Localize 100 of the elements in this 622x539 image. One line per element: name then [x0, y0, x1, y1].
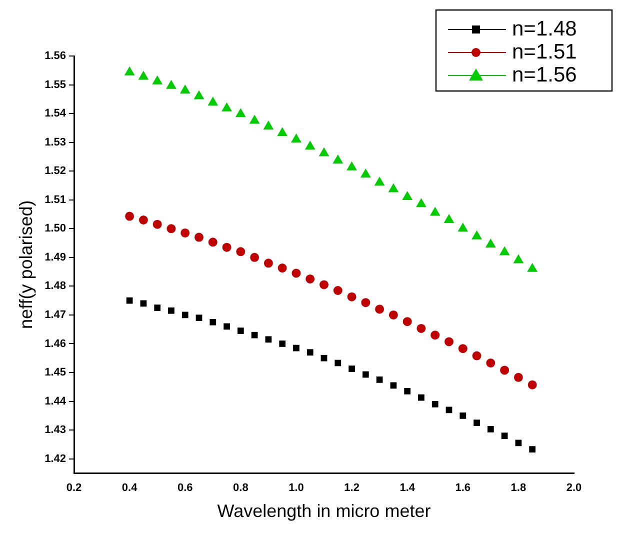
point: [458, 344, 468, 354]
y-tick-label: 1.44: [44, 395, 67, 408]
x-tick-label: 1.4: [400, 482, 416, 494]
point: [125, 212, 134, 221]
y-tick-label: 1.48: [44, 280, 66, 292]
point: [446, 406, 452, 414]
point: [348, 366, 355, 372]
x-tick-label: 1.6: [455, 482, 471, 494]
x-tick-label: 0.2: [66, 482, 82, 494]
point: [194, 232, 204, 242]
y-tick-label: 1.56: [44, 50, 66, 62]
point: [152, 75, 163, 84]
x-tick-label: 1.0: [288, 482, 304, 494]
point: [210, 318, 216, 326]
point: [279, 340, 286, 347]
point: [333, 286, 342, 295]
point: [347, 292, 356, 302]
point: [138, 70, 149, 80]
point: [529, 446, 536, 452]
point: [237, 328, 244, 334]
point: [346, 161, 357, 170]
point: [472, 351, 482, 360]
point: [236, 247, 246, 256]
point: [180, 84, 190, 94]
point: [528, 380, 537, 390]
point: [388, 183, 399, 192]
point: [486, 358, 496, 368]
y-tick-label: 1.47: [44, 308, 66, 321]
x-tick-label: 2.0: [566, 482, 582, 494]
point: [293, 344, 300, 352]
x-tick-label: 1.8: [510, 482, 526, 494]
point: [402, 317, 412, 326]
point: [306, 349, 314, 356]
point: [168, 307, 174, 314]
y-tick-label: 1.51: [44, 194, 66, 206]
point: [501, 432, 508, 439]
point: [487, 426, 494, 432]
point: [418, 394, 424, 401]
point: [320, 280, 329, 290]
point: [196, 314, 202, 322]
point: [265, 336, 272, 343]
y-axis-title: neff(y polarised): [16, 200, 36, 329]
point: [222, 102, 232, 112]
point: [249, 114, 260, 124]
point: [460, 412, 466, 419]
point: [474, 420, 480, 426]
point: [499, 246, 510, 256]
point: [444, 214, 454, 224]
x-tick-label: 0.6: [177, 482, 193, 494]
point: [362, 371, 369, 378]
point: [250, 252, 260, 262]
point: [263, 120, 274, 130]
point: [432, 400, 438, 408]
point: [472, 230, 482, 240]
point: [334, 360, 342, 366]
point: [277, 127, 288, 136]
point: [361, 298, 370, 308]
point: [527, 262, 538, 272]
y-tick-label: 1.49: [44, 251, 66, 264]
x-tick-label: 0.4: [122, 482, 138, 494]
point: [292, 268, 301, 278]
point: [235, 108, 246, 118]
legend-label: n=1.56: [512, 63, 577, 86]
point: [388, 310, 398, 320]
point: [485, 238, 496, 248]
point: [404, 388, 411, 394]
point: [320, 354, 328, 362]
point: [444, 337, 454, 346]
point: [500, 366, 510, 375]
legend-label: n=1.51: [512, 40, 577, 64]
point: [166, 80, 176, 89]
point: [180, 228, 190, 238]
point: [306, 274, 315, 284]
point: [402, 190, 413, 200]
point: [224, 323, 230, 330]
point: [152, 220, 162, 229]
y-tick-label: 1.46: [44, 338, 66, 350]
x-axis-title: Wavelength in micro meter: [217, 501, 431, 522]
point: [318, 147, 330, 156]
point: [124, 66, 135, 76]
point: [208, 238, 218, 247]
point: [154, 304, 161, 311]
point: [304, 140, 316, 150]
y-tick-label: 1.53: [44, 136, 66, 148]
point: [360, 168, 371, 178]
point: [194, 90, 204, 100]
point: [251, 332, 258, 338]
point: [430, 206, 440, 216]
point: [416, 324, 426, 333]
x-tick-label: 1.2: [344, 482, 360, 494]
point: [513, 254, 524, 264]
point: [416, 198, 426, 208]
point: [278, 264, 287, 273]
point: [166, 224, 176, 234]
point: [514, 372, 523, 382]
y-tick-label: 1.50: [44, 222, 66, 235]
y-tick-label: 1.45: [44, 366, 66, 379]
point: [375, 304, 384, 314]
y-tick-label: 1.43: [44, 424, 66, 436]
point: [430, 330, 440, 340]
